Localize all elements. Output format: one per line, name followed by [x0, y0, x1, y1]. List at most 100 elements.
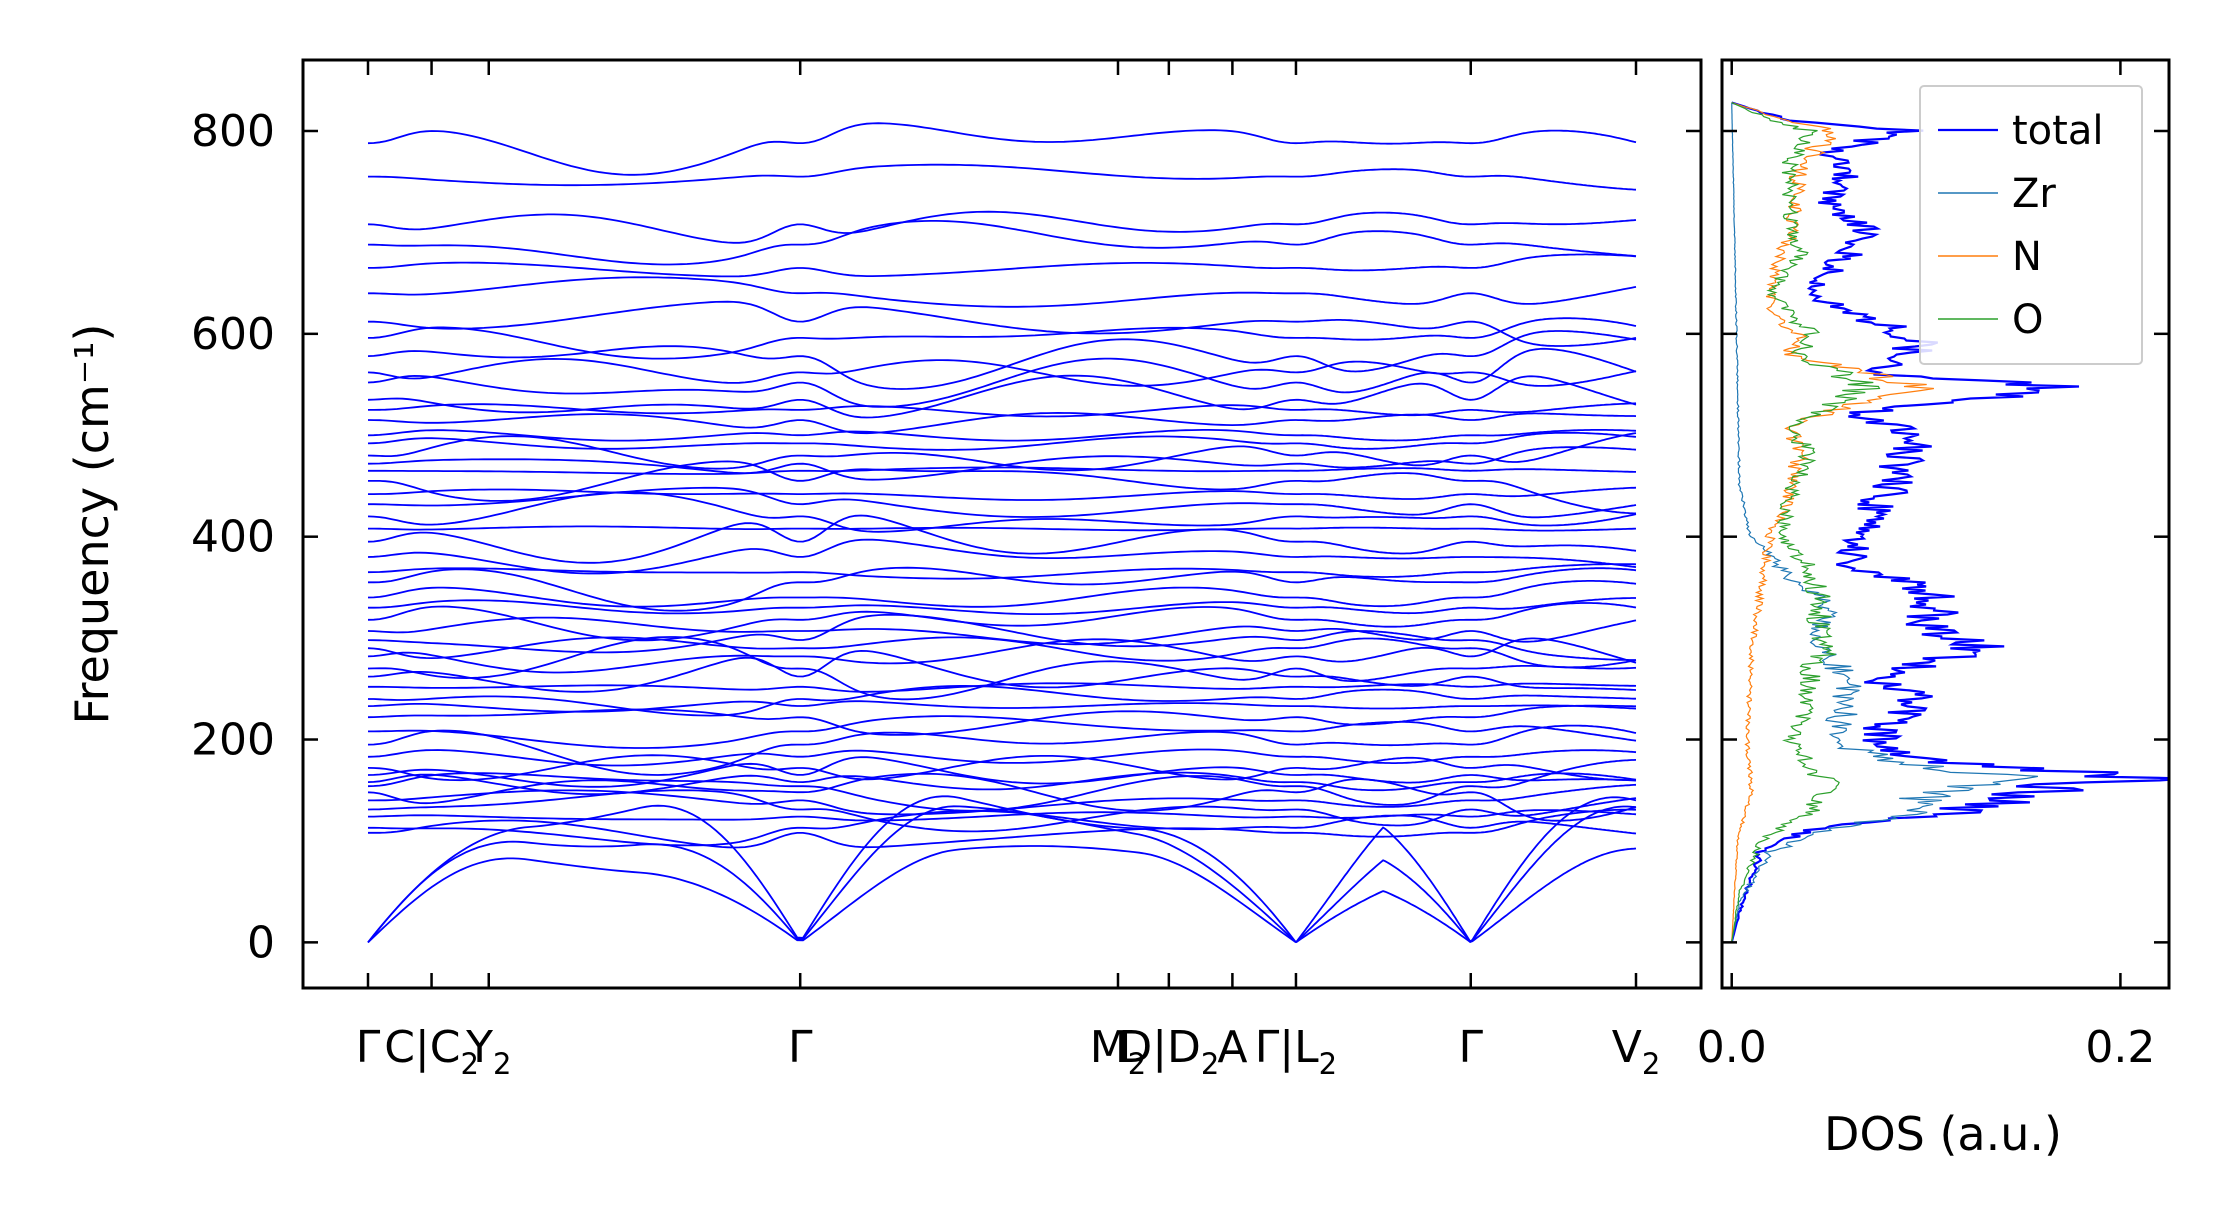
band-line — [367, 729, 1297, 776]
band-line — [368, 276, 1296, 308]
legend-label-total: total — [2012, 108, 2103, 154]
band-line — [368, 715, 1297, 749]
band-line — [1295, 330, 1637, 373]
band-line — [367, 411, 1297, 435]
band-line — [1296, 540, 1637, 555]
band-line — [1296, 168, 1637, 191]
legend-label-zr: Zr — [2012, 171, 2056, 217]
x-tick-label: V2 — [1612, 1022, 1661, 1081]
band-line — [367, 567, 1296, 580]
dos-line-total — [1730, 101, 2169, 943]
x-tick-label: Γ|L2 — [1255, 1022, 1337, 1081]
band-line — [1296, 555, 1637, 568]
band-line — [1296, 797, 1637, 827]
band-line — [1296, 597, 1636, 615]
band-line — [368, 163, 1296, 187]
band-line — [368, 789, 1296, 816]
band-lines — [367, 122, 1637, 944]
band-line — [1295, 688, 1636, 700]
band-line — [1296, 486, 1637, 500]
band-line — [1296, 724, 1637, 747]
band-line — [1295, 778, 1637, 822]
legend: total Zr NO — [1919, 85, 2143, 365]
band-line — [367, 616, 1297, 646]
x-tick-label: Γ — [356, 1022, 381, 1073]
band-line — [368, 525, 1297, 532]
band-line — [1296, 808, 1636, 838]
band-line — [1296, 402, 1637, 417]
band-line — [367, 636, 1296, 662]
band-line — [367, 491, 1297, 533]
x-axis-label: DOS (a.u.) — [1824, 1107, 2062, 1161]
band-line — [1295, 360, 1637, 387]
band-line — [367, 586, 1296, 608]
band-line — [367, 756, 1297, 788]
band-line — [1296, 211, 1637, 226]
dos-x-tick-label: 0.2 — [2085, 1022, 2155, 1073]
band-line — [367, 429, 1297, 442]
band-line — [1296, 375, 1637, 406]
band-line — [1296, 772, 1637, 792]
band-line — [1295, 412, 1637, 422]
band-line — [367, 455, 1297, 481]
y-tick-label: 600 — [191, 309, 275, 360]
band-line — [367, 805, 1297, 944]
y-tick-label: 0 — [247, 917, 275, 968]
band-line — [1296, 432, 1637, 467]
x-tick-label: M2 — [1090, 1022, 1146, 1081]
band-line — [1295, 805, 1637, 944]
band-line — [1295, 129, 1637, 145]
band-line — [1296, 619, 1637, 643]
dos-plot-frame — [1720, 58, 2171, 990]
band-line — [368, 811, 1296, 822]
band-line — [1296, 759, 1637, 806]
band-line — [367, 605, 1297, 642]
band-line — [1296, 431, 1637, 450]
x-tick-label: Γ — [788, 1022, 813, 1073]
legend-box — [1919, 85, 2143, 365]
band-line — [368, 488, 1297, 501]
band-line — [367, 220, 1297, 266]
band-line — [1296, 682, 1637, 689]
band-line — [367, 538, 1297, 575]
band-line — [1296, 513, 1637, 527]
x-tick-label: C|C2 — [384, 1022, 479, 1081]
band-line — [367, 435, 1297, 472]
band-line — [1296, 319, 1637, 347]
band-line — [1296, 429, 1637, 442]
band-line — [367, 708, 1297, 736]
y-tick-label: 200 — [191, 715, 275, 766]
band-line — [367, 357, 1297, 387]
band-line — [368, 566, 1297, 612]
dos-panel: 0.0 0.2 DOS (a.u.) total Zr NO — [1697, 58, 2171, 1161]
band-line — [1296, 526, 1637, 532]
y-tick-label: 800 — [191, 106, 275, 157]
band-line — [368, 261, 1296, 278]
band-line — [1296, 602, 1637, 628]
band-line — [1296, 253, 1637, 272]
band-line — [1296, 580, 1637, 608]
legend-label-o: O — [2012, 297, 2043, 343]
band-line — [367, 754, 1297, 782]
band-line — [368, 685, 1297, 717]
band-line — [367, 514, 1297, 564]
band-line — [367, 435, 1296, 451]
band-line — [367, 357, 1297, 408]
band-line — [367, 845, 1297, 944]
band-line — [368, 466, 1297, 475]
dos-axis-ticks: 0.0 0.2 — [1697, 60, 2169, 1073]
band-line — [367, 748, 1297, 767]
band-line — [368, 403, 1297, 418]
band-line — [1296, 503, 1637, 519]
dos-line-o — [1731, 102, 1881, 943]
legend-label-n: N — [2012, 234, 2042, 280]
y-axis-label: Frequency (cm⁻¹) — [65, 324, 119, 725]
dos-lines — [1730, 101, 2169, 943]
band-line — [368, 599, 1297, 615]
band-line — [1296, 637, 1637, 664]
band-line — [367, 613, 1297, 654]
band-line — [1296, 467, 1636, 473]
